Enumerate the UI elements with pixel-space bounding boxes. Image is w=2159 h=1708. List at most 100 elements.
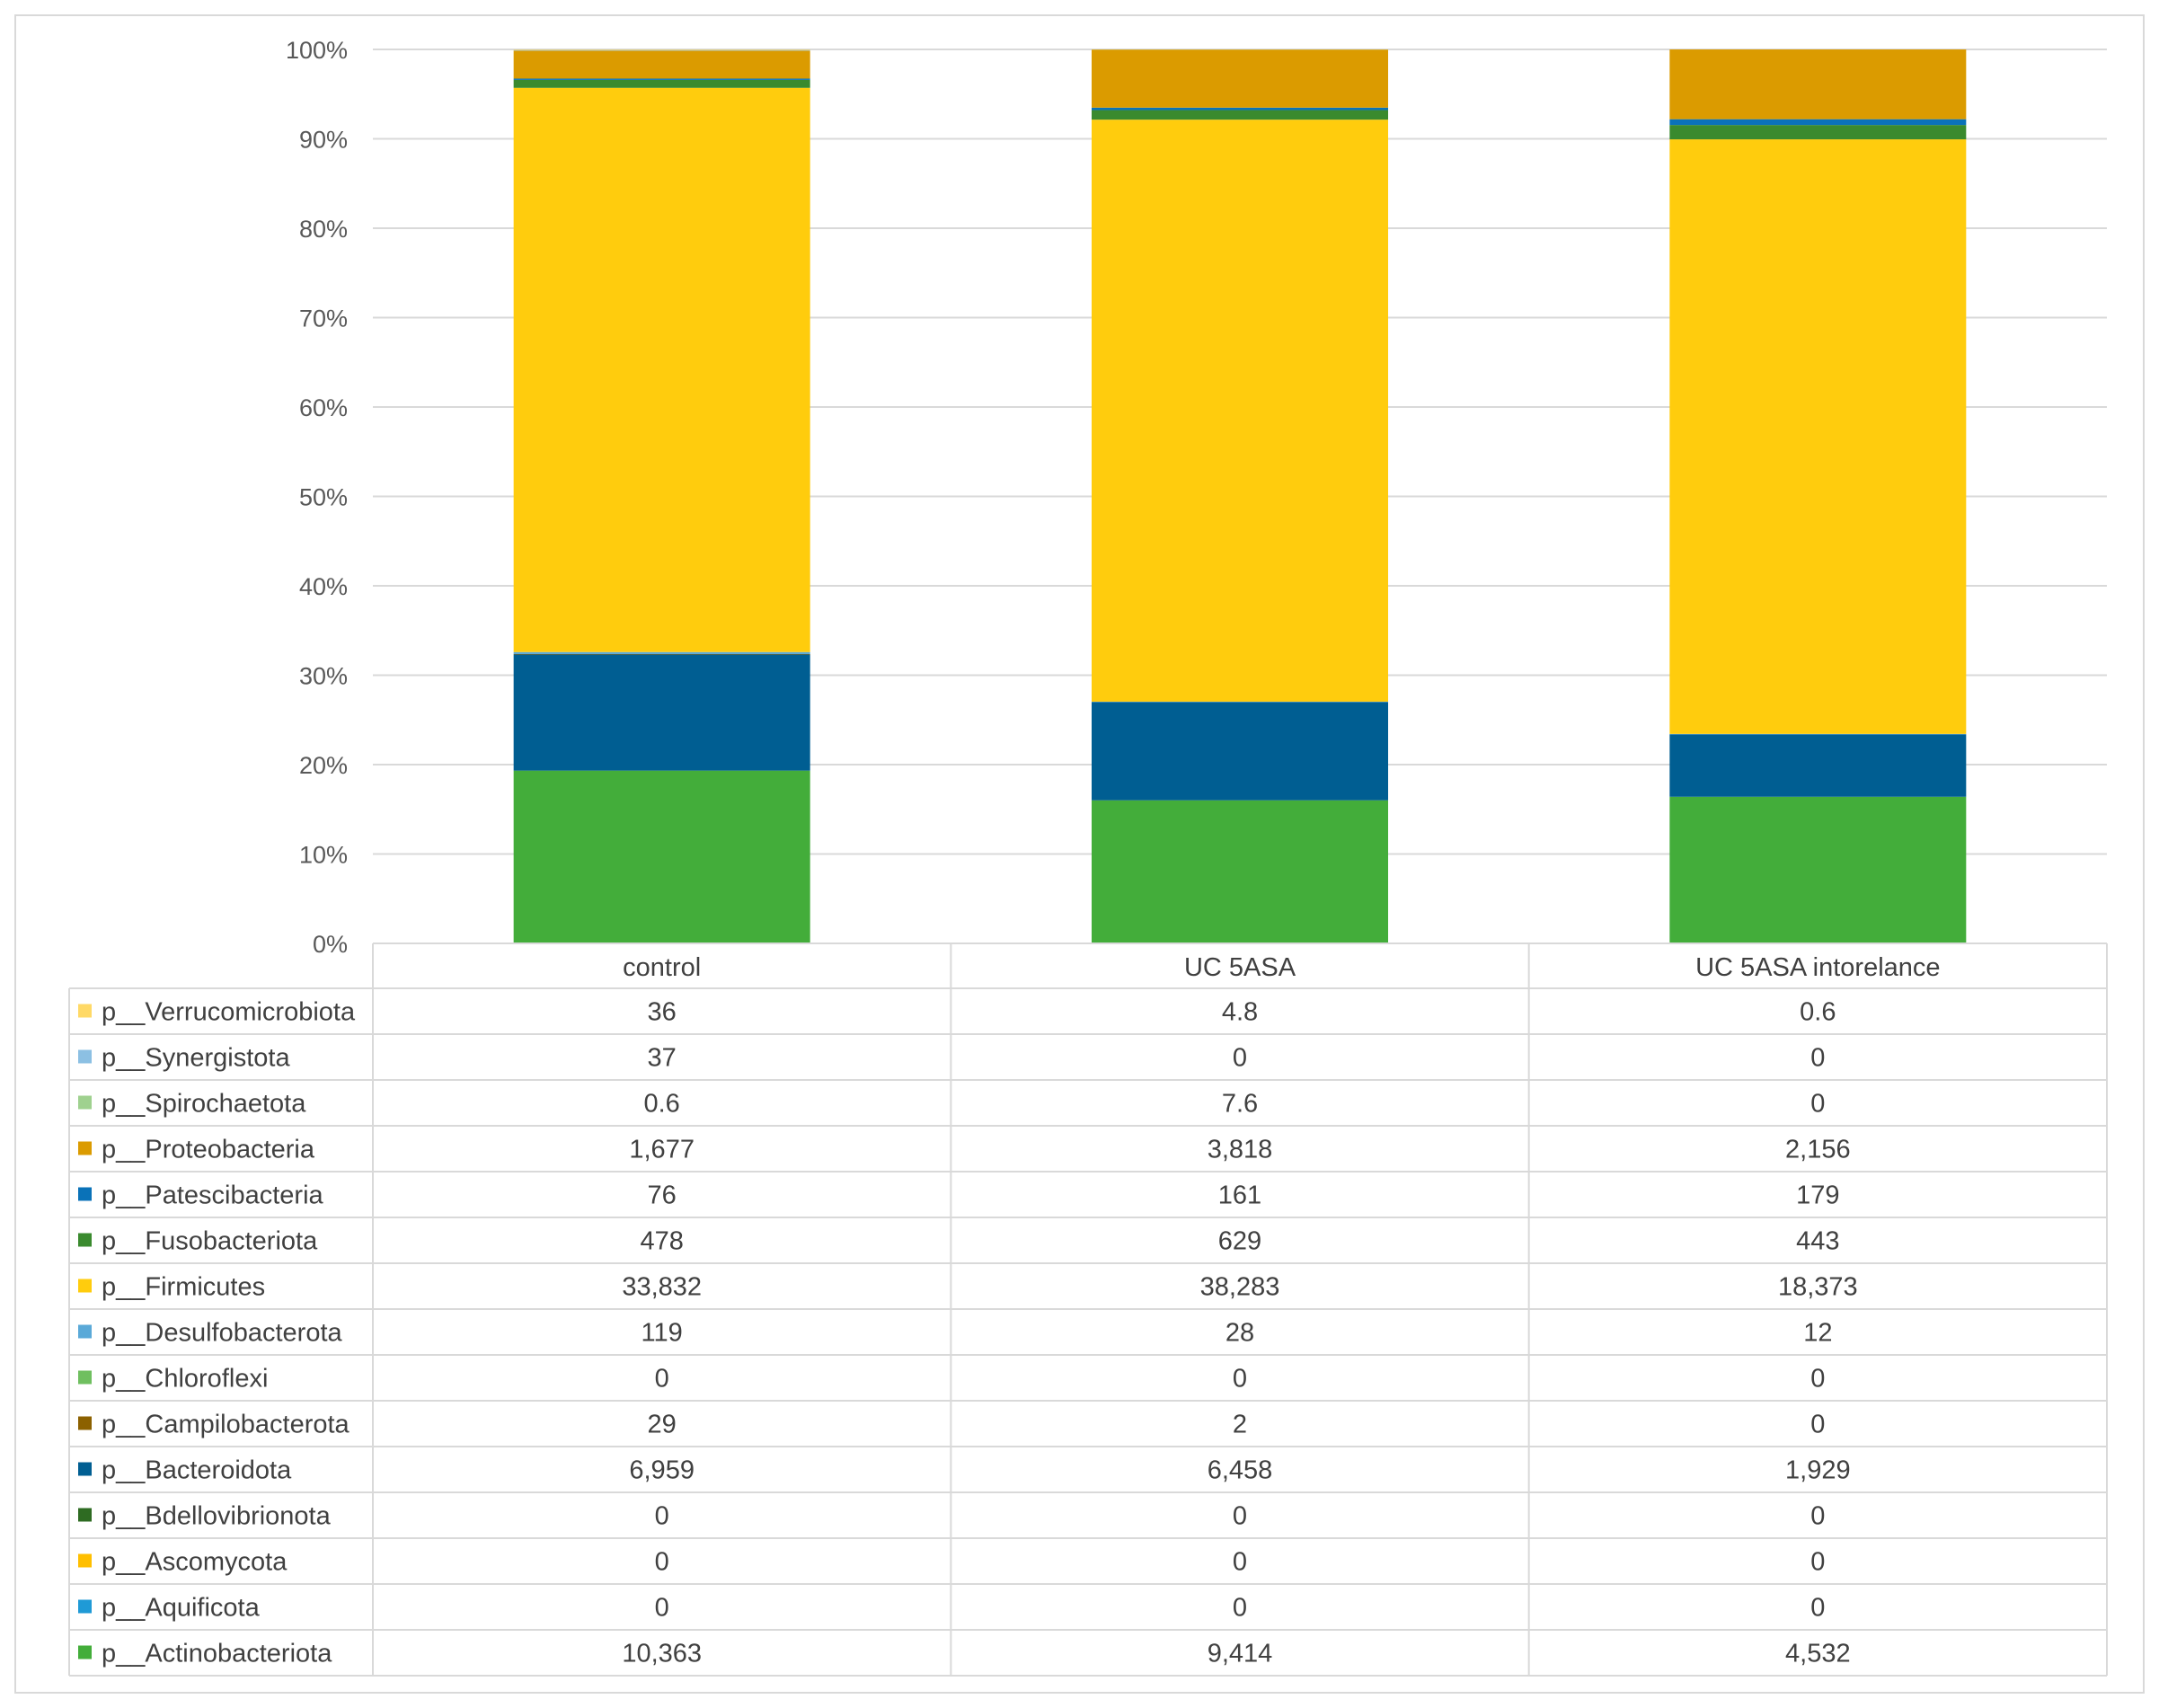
data-label: 0 [1810,1411,1825,1439]
data-label: 179 [1796,1181,1839,1210]
y-tick-label: 80% [299,216,348,243]
y-tick-label: 90% [299,127,348,154]
table-row-label: p__Firmicutes [102,1273,265,1302]
bar-segment-p-actinobacteriota [1092,800,1388,943]
x-category-label: UC 5ASA intorelance [1695,953,1940,982]
data-label: 0.6 [644,1090,680,1119]
data-label: 0 [1810,1594,1825,1623]
table-row-label: p__Synergistota [102,1044,290,1073]
chart-frame [14,14,2145,1694]
data-label: 1,677 [629,1136,695,1164]
legend-key [78,1187,92,1201]
table-row-label: p__Campilobacterota [102,1411,350,1439]
table-row-label: p__Ascomycota [102,1548,288,1577]
bar-segment-p-bacteroidota [1092,702,1388,801]
legend-key [78,1370,92,1385]
y-tick-label: 50% [299,484,348,511]
table-row-label: p__Proteobacteria [102,1136,315,1164]
legend-key [78,1553,92,1568]
legend-key [78,1141,92,1155]
data-label: 12 [1803,1319,1832,1348]
data-label: 28 [1225,1319,1254,1348]
data-label: 0 [655,1594,669,1623]
data-label: 0 [1810,1365,1825,1394]
data-label: 2,156 [1785,1136,1851,1164]
bar-segment-p-fusobacteriota [513,79,810,88]
x-category-label: UC 5ASA [1184,953,1296,982]
data-label: 4.8 [1222,998,1258,1027]
table-row-label: p__Verrucomicrobiota [102,998,356,1027]
data-label: 36 [648,998,677,1027]
data-label: 0 [1233,1502,1247,1531]
y-tick-label: 70% [299,305,348,332]
table-row-label: p__Chloroflexi [102,1365,268,1394]
bar-segment-p-actinobacteriota [513,770,810,943]
bar-segment-p-bacteroidota [513,654,810,771]
x-category-label: control [623,953,701,982]
data-label: 0 [1810,1044,1825,1073]
legend-key [78,1324,92,1339]
data-label: 0 [1233,1044,1247,1073]
data-label: 37 [648,1044,677,1073]
data-label: 7.6 [1222,1090,1258,1119]
data-label: 0 [1810,1090,1825,1119]
y-tick-label: 30% [299,663,348,690]
table-row-label: p__Fusobacteriota [102,1227,318,1256]
data-label: 0 [655,1502,669,1531]
data-label: 18,373 [1778,1273,1858,1302]
bar-segment-p-actinobacteriota [1669,796,1967,943]
bar-segment-p-bacteroidota [1669,734,1967,797]
data-label: 0 [1233,1594,1247,1623]
legend-key [78,1233,92,1247]
bar-segment-p-firmicutes [1669,139,1967,734]
data-label: 0 [655,1365,669,1394]
table-row-label: p__Desulfobacterota [102,1319,342,1348]
data-label: 4,532 [1785,1640,1851,1668]
data-label: 2 [1233,1411,1247,1439]
data-label: 1,929 [1785,1456,1851,1485]
data-label: 0 [1233,1548,1247,1577]
table-row-label: p__Spirochaetota [102,1090,306,1119]
bar-segment-p-campilobacterota [513,653,810,655]
data-label: 0 [1810,1502,1825,1531]
legend-key [78,1508,92,1522]
data-label: 0 [1233,1365,1247,1394]
legend-key [78,1645,92,1659]
bar-segment-p-patescibacteria [513,78,810,80]
y-tick-label: 20% [299,752,348,779]
bar-segment-p-fusobacteriota [1092,110,1388,120]
bar-segment-p-patescibacteria [1092,107,1388,111]
data-label: 6,458 [1208,1456,1273,1485]
table-row-label: p__Bdellovibrionota [102,1502,332,1531]
table-row-label: p__Actinobacteriota [102,1640,332,1668]
y-tick-label: 40% [299,573,348,600]
bar-segment-p-desulfobacterota [513,651,810,654]
y-tick-label: 100% [286,37,348,64]
table-row-label: p__Patescibacteria [102,1181,324,1210]
data-label: 0 [655,1548,669,1577]
bar-segment-p-firmicutes [1092,119,1388,702]
legend-key [78,1599,92,1614]
data-label: 6,959 [629,1456,695,1485]
data-label: 161 [1218,1181,1261,1210]
legend-key [78,1416,92,1430]
data-label: 0.6 [1800,998,1836,1027]
legend-key [78,1279,92,1293]
data-label: 33,832 [622,1273,702,1302]
bar-segment-p-firmicutes [513,87,810,652]
legend-key [78,1462,92,1476]
data-label: 119 [642,1319,683,1348]
bar-segment-p-synergistota [513,49,810,51]
bar-segment-p-patescibacteria [1669,119,1967,126]
data-label: 9,414 [1208,1640,1273,1668]
data-label: 38,283 [1200,1273,1280,1302]
data-label: 478 [640,1227,683,1256]
table-row-label: p__Aquificota [102,1594,261,1623]
y-tick-label: 10% [299,842,348,869]
legend-key [78,1095,92,1110]
bar-segment-p-proteobacteria [1669,49,1967,119]
y-tick-label: 60% [299,394,348,421]
data-label: 76 [648,1181,677,1210]
data-label: 29 [648,1411,677,1439]
